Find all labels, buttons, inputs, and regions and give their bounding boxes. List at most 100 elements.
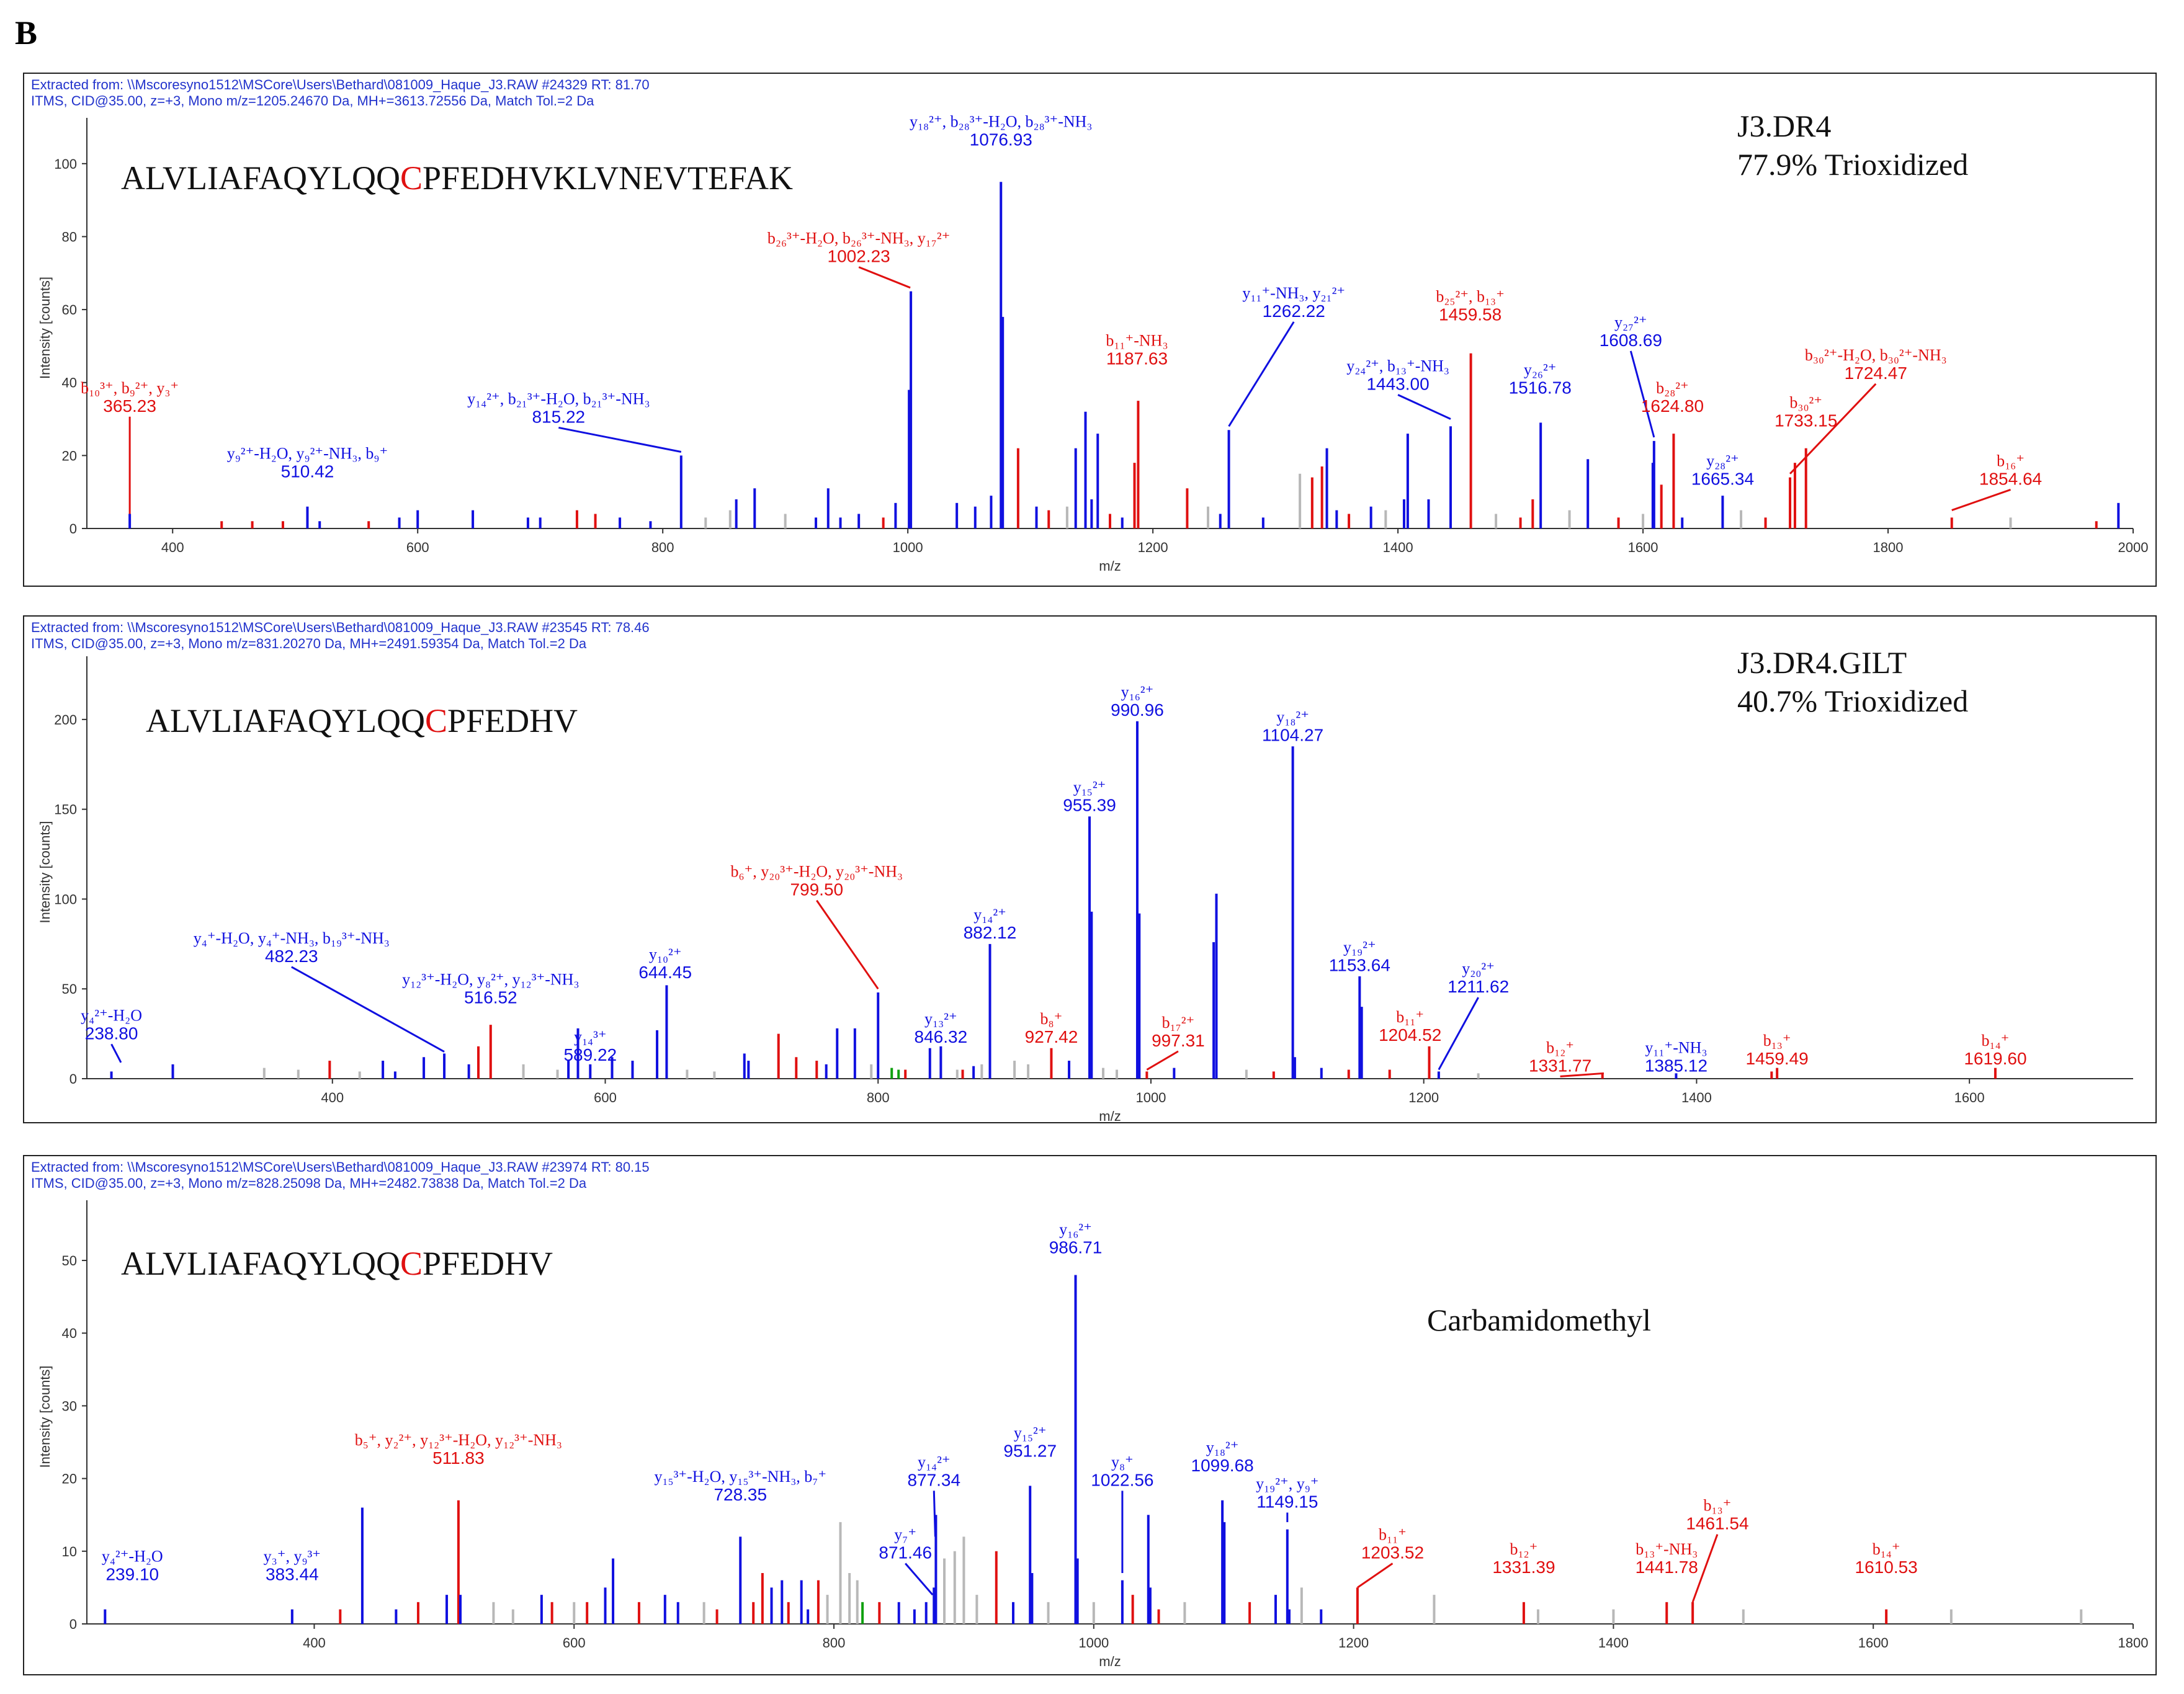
peak-mz-label: 1211.62 [1448,977,1509,996]
spectrum-panel-3: Extracted from: \\Mscoresyno1512\MSCore\… [23,1155,2157,1675]
peak-mz-label: 1022.56 [1091,1470,1153,1489]
y-tick-label: 50 [62,1253,77,1268]
y-axis-label: Intensity [counts] [37,821,53,923]
ion-annotation: y₁₉²⁺, y₉⁺ [1256,1474,1318,1492]
peak-mz-label: 1665.34 [1691,469,1754,488]
sample-note: Carbamidomethyl [1427,1303,1651,1337]
ion-annotation: y₁₈²⁺, b₂₈³⁺-H₂O, b₂₈³⁺-NH₃ [910,112,1093,130]
peak-mz-label: 1076.93 [970,130,1032,149]
peak-mz-label: 1153.64 [1329,955,1390,974]
y-tick-label: 80 [62,229,77,244]
annotation-leader [933,1491,936,1537]
ion-annotation: y₁₄²⁺, b₂₁³⁺-H₂O, b₂₁³⁺-NH₃ [467,390,650,408]
peak-mz-label: 990.96 [1111,700,1164,720]
peak-mz-label: 799.50 [790,880,843,899]
ion-annotation: b₂₅²⁺, b₁₃⁺ [1436,288,1505,306]
annotation-leader [1629,350,1655,438]
peak-mz-label: 238.80 [85,1023,138,1043]
ion-annotation: y₁₅²⁺ [1014,1424,1047,1442]
peak-mz-label: 1459.58 [1439,305,1502,324]
ion-annotation: y₁₀²⁺ [649,945,682,963]
y-tick-label: 50 [62,981,77,997]
ion-annotation: y₄²⁺-H₂O [81,1006,142,1024]
spectrum-panel-1: Extracted from: \\Mscoresyno1512\MSCore\… [23,73,2157,587]
peak-mz-label: 1619.60 [1964,1049,2026,1068]
annotation-leader [1691,1534,1719,1603]
sample-note: 77.9% Trioxidized [1737,147,1968,182]
y-tick-label: 30 [62,1398,77,1414]
peak-mz-label: 1733.15 [1774,411,1837,430]
annotation-leader [1228,321,1295,427]
x-tick-label: 1400 [1598,1635,1629,1651]
annotation-leader [1789,383,1877,475]
y-axis-label: Intensity [counts] [37,277,53,379]
ion-annotation: b₁₂⁺ [1510,1540,1537,1558]
x-tick-label: 400 [161,540,184,555]
y-tick-label: 20 [62,448,77,463]
peak-mz-label: 1331.39 [1492,1558,1555,1577]
peak-mz-label: 365.23 [103,396,156,416]
ion-annotation: b₁₁⁺ [1396,1008,1424,1026]
panel-frame [23,1155,2157,1675]
annotation-leader [110,1043,122,1063]
peak-mz-label: 589.22 [563,1045,617,1064]
x-axis-label: m/z [1099,558,1121,574]
peak-mz-label: 1385.12 [1645,1056,1707,1075]
peak-mz-label: 1104.27 [1262,726,1323,745]
ion-annotation: b₁₃⁺-NH₃ [1636,1540,1698,1558]
peak-mz-label: 510.42 [281,462,334,481]
x-tick-label: 1000 [1135,1090,1166,1105]
peak-mz-label: 877.34 [907,1470,960,1489]
peptide-sequence: ALVLIAFAQYLQQCPFEDHVKLVNEVTEFAK [121,159,793,197]
header-line-2: ITMS, CID@35.00, z=+3, Mono m/z=828.2509… [31,1175,587,1191]
ion-annotation: y₁₄³⁺ [574,1028,607,1046]
header-line-1: Extracted from: \\Mscoresyno1512\MSCore\… [31,620,650,635]
panel-frame [23,615,2157,1123]
peak-mz-label: 1443.00 [1366,374,1429,393]
ion-annotation: b₁₆⁺ [1997,452,2025,470]
ion-annotation: y₂₆²⁺ [1524,360,1557,378]
x-axis-label: m/z [1099,1654,1121,1669]
ion-annotation: b₃₀²⁺ [1789,393,1822,411]
annotation-leader [1951,489,2012,512]
ion-annotation: b₁₁⁺ [1379,1526,1407,1544]
annotation-leader [858,266,911,289]
peak-mz-label: 846.32 [915,1027,968,1046]
spectrum-panel-2: Extracted from: \\Mscoresyno1512\MSCore\… [23,615,2157,1124]
x-tick-label: 400 [321,1090,344,1105]
x-tick-label: 1200 [1338,1635,1369,1651]
x-tick-label: 2000 [2118,540,2149,555]
x-tick-label: 1400 [1681,1090,1712,1105]
y-tick-label: 100 [54,891,77,907]
ion-annotation: b₆⁺, y₂₀³⁺-H₂O, y₂₀³⁺-NH₃ [730,863,903,881]
ion-annotation: y₄⁺-H₂O, y₄⁺-NH₃, b₁₉³⁺-NH₃ [194,929,390,947]
ion-annotation: b₅⁺, y₂²⁺, y₁₂³⁺-H₂O, y₁₂³⁺-NH₃ [355,1431,562,1449]
ion-annotation: y₄²⁺-H₂O [102,1548,163,1566]
ion-annotation: b₁₃⁺ [1763,1032,1791,1050]
y-axis-label: Intensity [counts] [37,1365,53,1468]
annotation-leader [291,966,445,1053]
y-tick-label: 150 [54,802,77,818]
ion-annotation: y₁₁⁺-NH₃ [1645,1038,1707,1056]
y-tick-label: 0 [69,521,77,537]
peak-mz-label: 1149.15 [1256,1492,1318,1511]
ion-annotation: y₁₆²⁺ [1059,1220,1092,1238]
peak-mz-label: 383.44 [266,1565,319,1584]
annotation-leader [1357,1562,1394,1589]
peak-mz-label: 986.71 [1049,1237,1103,1257]
x-tick-label: 1000 [893,540,923,555]
ion-annotation: y₂₄²⁺, b₁₃⁺-NH₃ [1346,357,1449,375]
x-axis-label: m/z [1099,1108,1121,1124]
y-tick-label: 100 [54,156,77,172]
peak-mz-label: 1624.80 [1641,396,1704,416]
peak-mz-label: 1724.47 [1845,363,1907,383]
x-tick-label: 1600 [1628,540,1658,555]
ion-annotation: y₁₉²⁺ [1343,938,1376,956]
ion-annotation: b₁₄⁺ [1873,1540,1900,1558]
peak-mz-label: 1461.54 [1686,1514,1748,1533]
ion-annotation: y₁₂³⁺-H₂O, y₈²⁺, y₁₂³⁺-NH₃ [402,970,579,988]
ion-annotation: y₁₄²⁺ [973,906,1006,924]
ion-annotation: y₉²⁺-H₂O, y₉²⁺-NH₃, b₉⁺ [227,445,388,463]
peak-mz-label: 1002.23 [828,247,890,266]
ion-annotation: y₃⁺, y₉³⁺ [264,1548,321,1566]
